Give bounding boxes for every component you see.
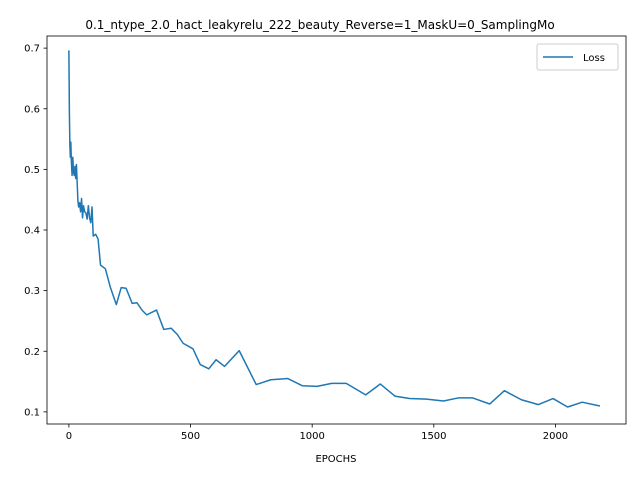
legend: Loss	[536, 43, 619, 71]
x-axis-label: EPOCHS	[315, 454, 356, 465]
series-line-loss	[68, 50, 601, 408]
x-tick-label: 1500	[421, 431, 446, 442]
x-tick-label: 500	[181, 431, 200, 442]
x-tick-label: 1000	[299, 431, 324, 442]
y-tick-label: 0.5	[24, 165, 40, 176]
y-tick-label: 0.4	[24, 226, 40, 237]
x-tick-label: 2000	[543, 431, 568, 442]
chart-title: 0.1_ntype_2.0_hact_leakyrelu_222_beauty_…	[85, 18, 554, 32]
y-tick-label: 0.2	[24, 347, 40, 358]
legend-box	[536, 43, 619, 71]
legend-entry-loss: Loss	[583, 53, 605, 64]
axes: 0 500 1000 1500 2000 0.1 0.2 0.3 0.4 0.5 0.6 0.7	[24, 35, 627, 442]
y-tick-label: 0.3	[24, 286, 40, 297]
plot-area	[68, 50, 601, 408]
y-tick-label: 0.1	[24, 407, 40, 418]
y-tick-label: 0.7	[24, 44, 40, 55]
axes-frame	[46, 35, 627, 425]
x-tick-label: 0	[66, 431, 72, 442]
y-tick-label: 0.6	[24, 104, 40, 115]
